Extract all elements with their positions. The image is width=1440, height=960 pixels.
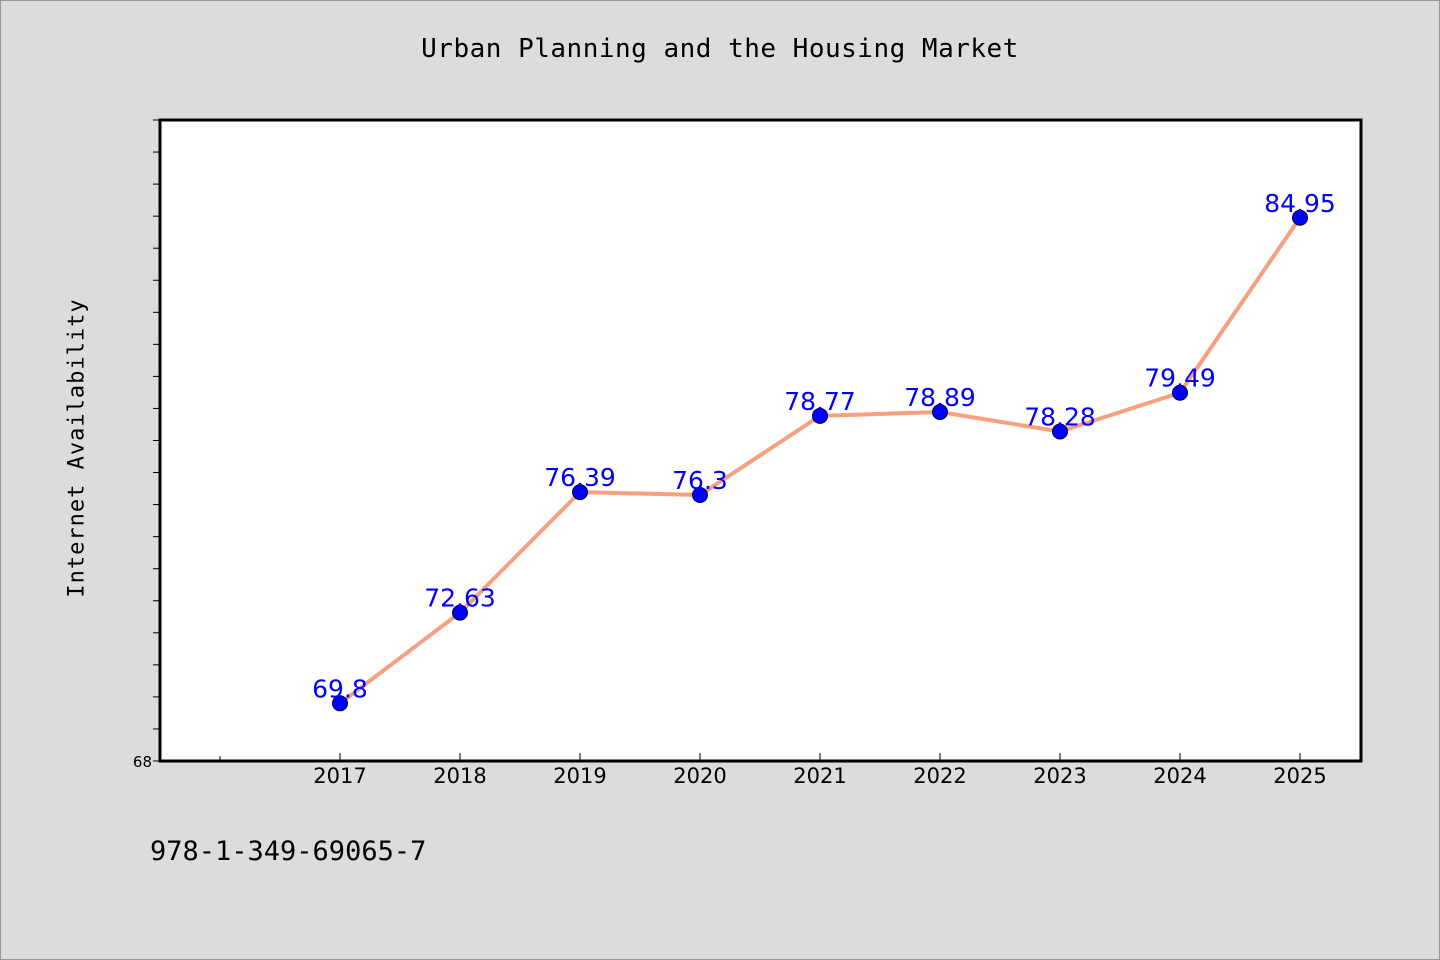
y-tick-label: 68 <box>133 753 152 771</box>
data-point <box>1052 423 1068 440</box>
data-point <box>332 695 348 712</box>
plot-area <box>158 118 1363 763</box>
data-point <box>452 604 468 621</box>
data-label: 76.3 <box>672 466 728 495</box>
x-tick-label: 2021 <box>793 764 846 788</box>
data-point <box>1292 209 1308 226</box>
data-label: 78.77 <box>784 387 856 416</box>
x-axis-ticks: 2017 2018 2019 2020 2021 2022 2023 2024 2025 <box>219 753 1327 788</box>
x-tick-label: 2025 <box>1273 764 1326 788</box>
data-point <box>692 486 708 503</box>
y-axis-ticks: 68 <box>133 119 160 771</box>
data-label: 78.28 <box>1024 403 1096 432</box>
x-tick-label: 2023 <box>1033 764 1086 788</box>
x-tick-label: 2022 <box>913 764 966 788</box>
isbn-code: 978-1-349-69065-7 <box>150 836 427 867</box>
x-tick-label: 2019 <box>553 764 606 788</box>
data-label: 84.95 <box>1264 189 1336 218</box>
data-label: 76.39 <box>544 463 616 492</box>
x-tick-label: 2017 <box>313 764 366 788</box>
x-tick-label: 2020 <box>673 764 726 788</box>
data-label: 72.63 <box>424 584 496 613</box>
data-label: 78.89 <box>904 383 976 412</box>
data-label: 69.8 <box>312 674 368 703</box>
data-markers <box>332 209 1308 712</box>
x-tick-label: 2024 <box>1153 764 1206 788</box>
data-point <box>572 484 588 501</box>
data-labels: 69.8 72.63 76.39 76.3 78.77 78.89 78.28 79.49 84… <box>312 189 1336 704</box>
data-label: 79.49 <box>1144 364 1216 393</box>
data-point <box>1172 384 1188 401</box>
chart-title: Urban Planning and the Housing Market <box>421 34 1019 64</box>
data-point <box>932 403 948 420</box>
x-tick-label: 2018 <box>433 764 486 788</box>
data-point <box>812 407 828 424</box>
